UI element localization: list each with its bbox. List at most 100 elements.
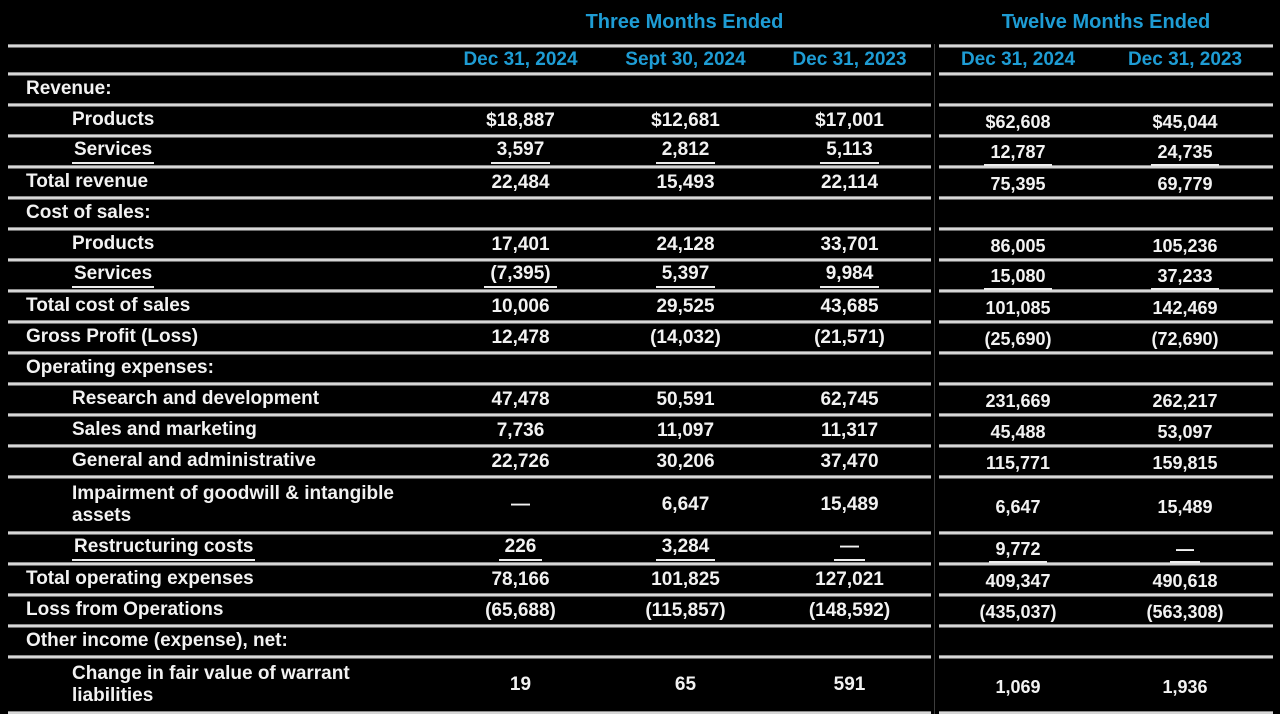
row-label: Sales and marketing [72, 419, 257, 441]
cell-value: 24,128 [656, 233, 715, 255]
table-row: Services (7,395) 5,397 9,984 15,080 37,2… [8, 262, 1273, 290]
column-header: Dec 31, 2023 [792, 49, 907, 70]
cell-value: 15,080 [984, 266, 1052, 290]
section-label: Revenue: [26, 78, 112, 100]
cell-value: — [834, 536, 865, 561]
cell-value: 9,772 [989, 539, 1047, 563]
cell-value: 62,745 [820, 388, 879, 410]
row-divider [8, 624, 1273, 628]
table-row: Services 3,597 2,812 5,113 12,787 24,735 [8, 138, 1273, 166]
cell-value: 127,021 [815, 568, 884, 590]
column-header: Dec 31, 2024 [463, 49, 578, 70]
row-divider [8, 711, 1273, 714]
cell-value: 5,113 [820, 139, 879, 164]
cell-value: 5,397 [655, 263, 716, 288]
group-header-three-months: Three Months Ended [585, 10, 784, 33]
row-divider [8, 531, 1273, 535]
cell-value: $45,044 [1152, 112, 1218, 132]
cell-value: $62,608 [985, 112, 1051, 132]
cell-value: 490,618 [1152, 571, 1218, 591]
table-row-section: Other income (expense), net: [8, 628, 1273, 655]
cell-value: 65 [674, 674, 697, 695]
cell-value: 11,317 [820, 419, 879, 441]
row-divider [8, 562, 1273, 566]
cell-value: 17,401 [491, 233, 550, 255]
cell-value: 22,726 [491, 450, 550, 472]
date-header-row: Dec 31, 2024 Sept 30, 2024 Dec 31, 2023 … [8, 48, 1273, 72]
row-label: Products [72, 233, 155, 255]
cell-value: 12,787 [984, 142, 1052, 166]
cell-value: 11,097 [656, 419, 715, 441]
table-row: Sales and marketing 7,736 11,097 11,317 … [8, 417, 1273, 444]
row-label: Restructuring costs [72, 536, 256, 562]
cell-value: 3,284 [655, 536, 716, 561]
row-divider [8, 44, 1273, 48]
cell-value: 22,484 [491, 171, 550, 193]
cell-value: 2,812 [655, 139, 716, 164]
row-label: Impairment of goodwill & intangible asse… [72, 482, 394, 526]
table-row-section: Operating expenses: [8, 355, 1273, 382]
row-label: Loss from Operations [26, 599, 224, 621]
cell-value: 101,085 [985, 298, 1051, 318]
row-label: Services [72, 139, 155, 165]
table-row: Impairment of goodwill & intangible asse… [8, 479, 1273, 531]
cell-value: 101,825 [651, 568, 720, 590]
cell-value: 53,097 [1157, 422, 1213, 442]
row-label: Total cost of sales [26, 295, 191, 317]
section-label: Other income (expense), net: [26, 630, 288, 652]
cell-value: $12,681 [651, 109, 720, 131]
cell-value: 1,936 [1162, 676, 1208, 697]
cell-value: 262,217 [1152, 391, 1218, 411]
row-divider [8, 258, 1273, 262]
cell-value: 10,006 [491, 295, 550, 317]
section-label: Cost of sales: [26, 202, 151, 224]
cell-value: 6,647 [995, 496, 1041, 517]
cell-value: 22,114 [820, 171, 879, 193]
cell-value: 45,488 [990, 422, 1046, 442]
cell-value: (72,690) [1151, 329, 1219, 349]
cell-value: 1,069 [995, 676, 1041, 697]
cell-value: 105,236 [1152, 236, 1218, 256]
cell-value: (14,032) [650, 326, 721, 348]
row-label: Products [72, 109, 155, 131]
row-divider [8, 320, 1273, 324]
column-header: Dec 31, 2024 [960, 49, 1076, 70]
cell-value: 33,701 [820, 233, 879, 255]
cell-value: 15,489 [820, 494, 879, 515]
column-header: Sept 30, 2024 [625, 49, 746, 70]
cell-value: 591 [833, 674, 866, 695]
row-divider [8, 475, 1273, 479]
table-row-total: Loss from Operations (65,688) (115,857) … [8, 597, 1273, 624]
cell-value: 37,233 [1151, 266, 1219, 290]
table-row-section: Revenue: [8, 76, 1273, 103]
cell-value: (435,037) [979, 602, 1057, 622]
row-label: Total revenue [26, 171, 149, 193]
cell-value: (563,308) [1146, 602, 1224, 622]
cell-value: (21,571) [814, 326, 885, 348]
column-group-header-row: Three Months Ended Twelve Months Ended [8, 0, 1273, 44]
cell-value: 15,493 [656, 171, 715, 193]
row-divider [8, 655, 1273, 659]
row-divider [8, 227, 1273, 231]
table-row: Research and development 47,478 50,591 6… [8, 386, 1273, 413]
cell-value: 15,489 [1157, 496, 1213, 517]
cell-value: 86,005 [990, 236, 1046, 256]
row-label: General and administrative [72, 450, 316, 472]
row-divider [8, 103, 1273, 107]
cell-value: (7,395) [484, 263, 557, 288]
cell-value: 142,469 [1152, 298, 1218, 318]
row-divider [8, 289, 1273, 293]
cell-value: 43,685 [820, 295, 879, 317]
row-divider [8, 444, 1273, 448]
row-divider [8, 351, 1273, 355]
cell-value: 9,984 [819, 263, 880, 288]
table-row-total: Total operating expenses 78,166 101,825 … [8, 566, 1273, 593]
row-label: Gross Profit (Loss) [26, 326, 199, 348]
cell-value: 37,470 [820, 450, 879, 472]
cell-value: 6,647 [661, 494, 710, 515]
table-row: Restructuring costs 226 3,284 — 9,772 — [8, 535, 1273, 563]
cell-value: $18,887 [486, 109, 555, 131]
cell-value: 30,206 [656, 450, 715, 472]
row-divider [8, 72, 1273, 76]
